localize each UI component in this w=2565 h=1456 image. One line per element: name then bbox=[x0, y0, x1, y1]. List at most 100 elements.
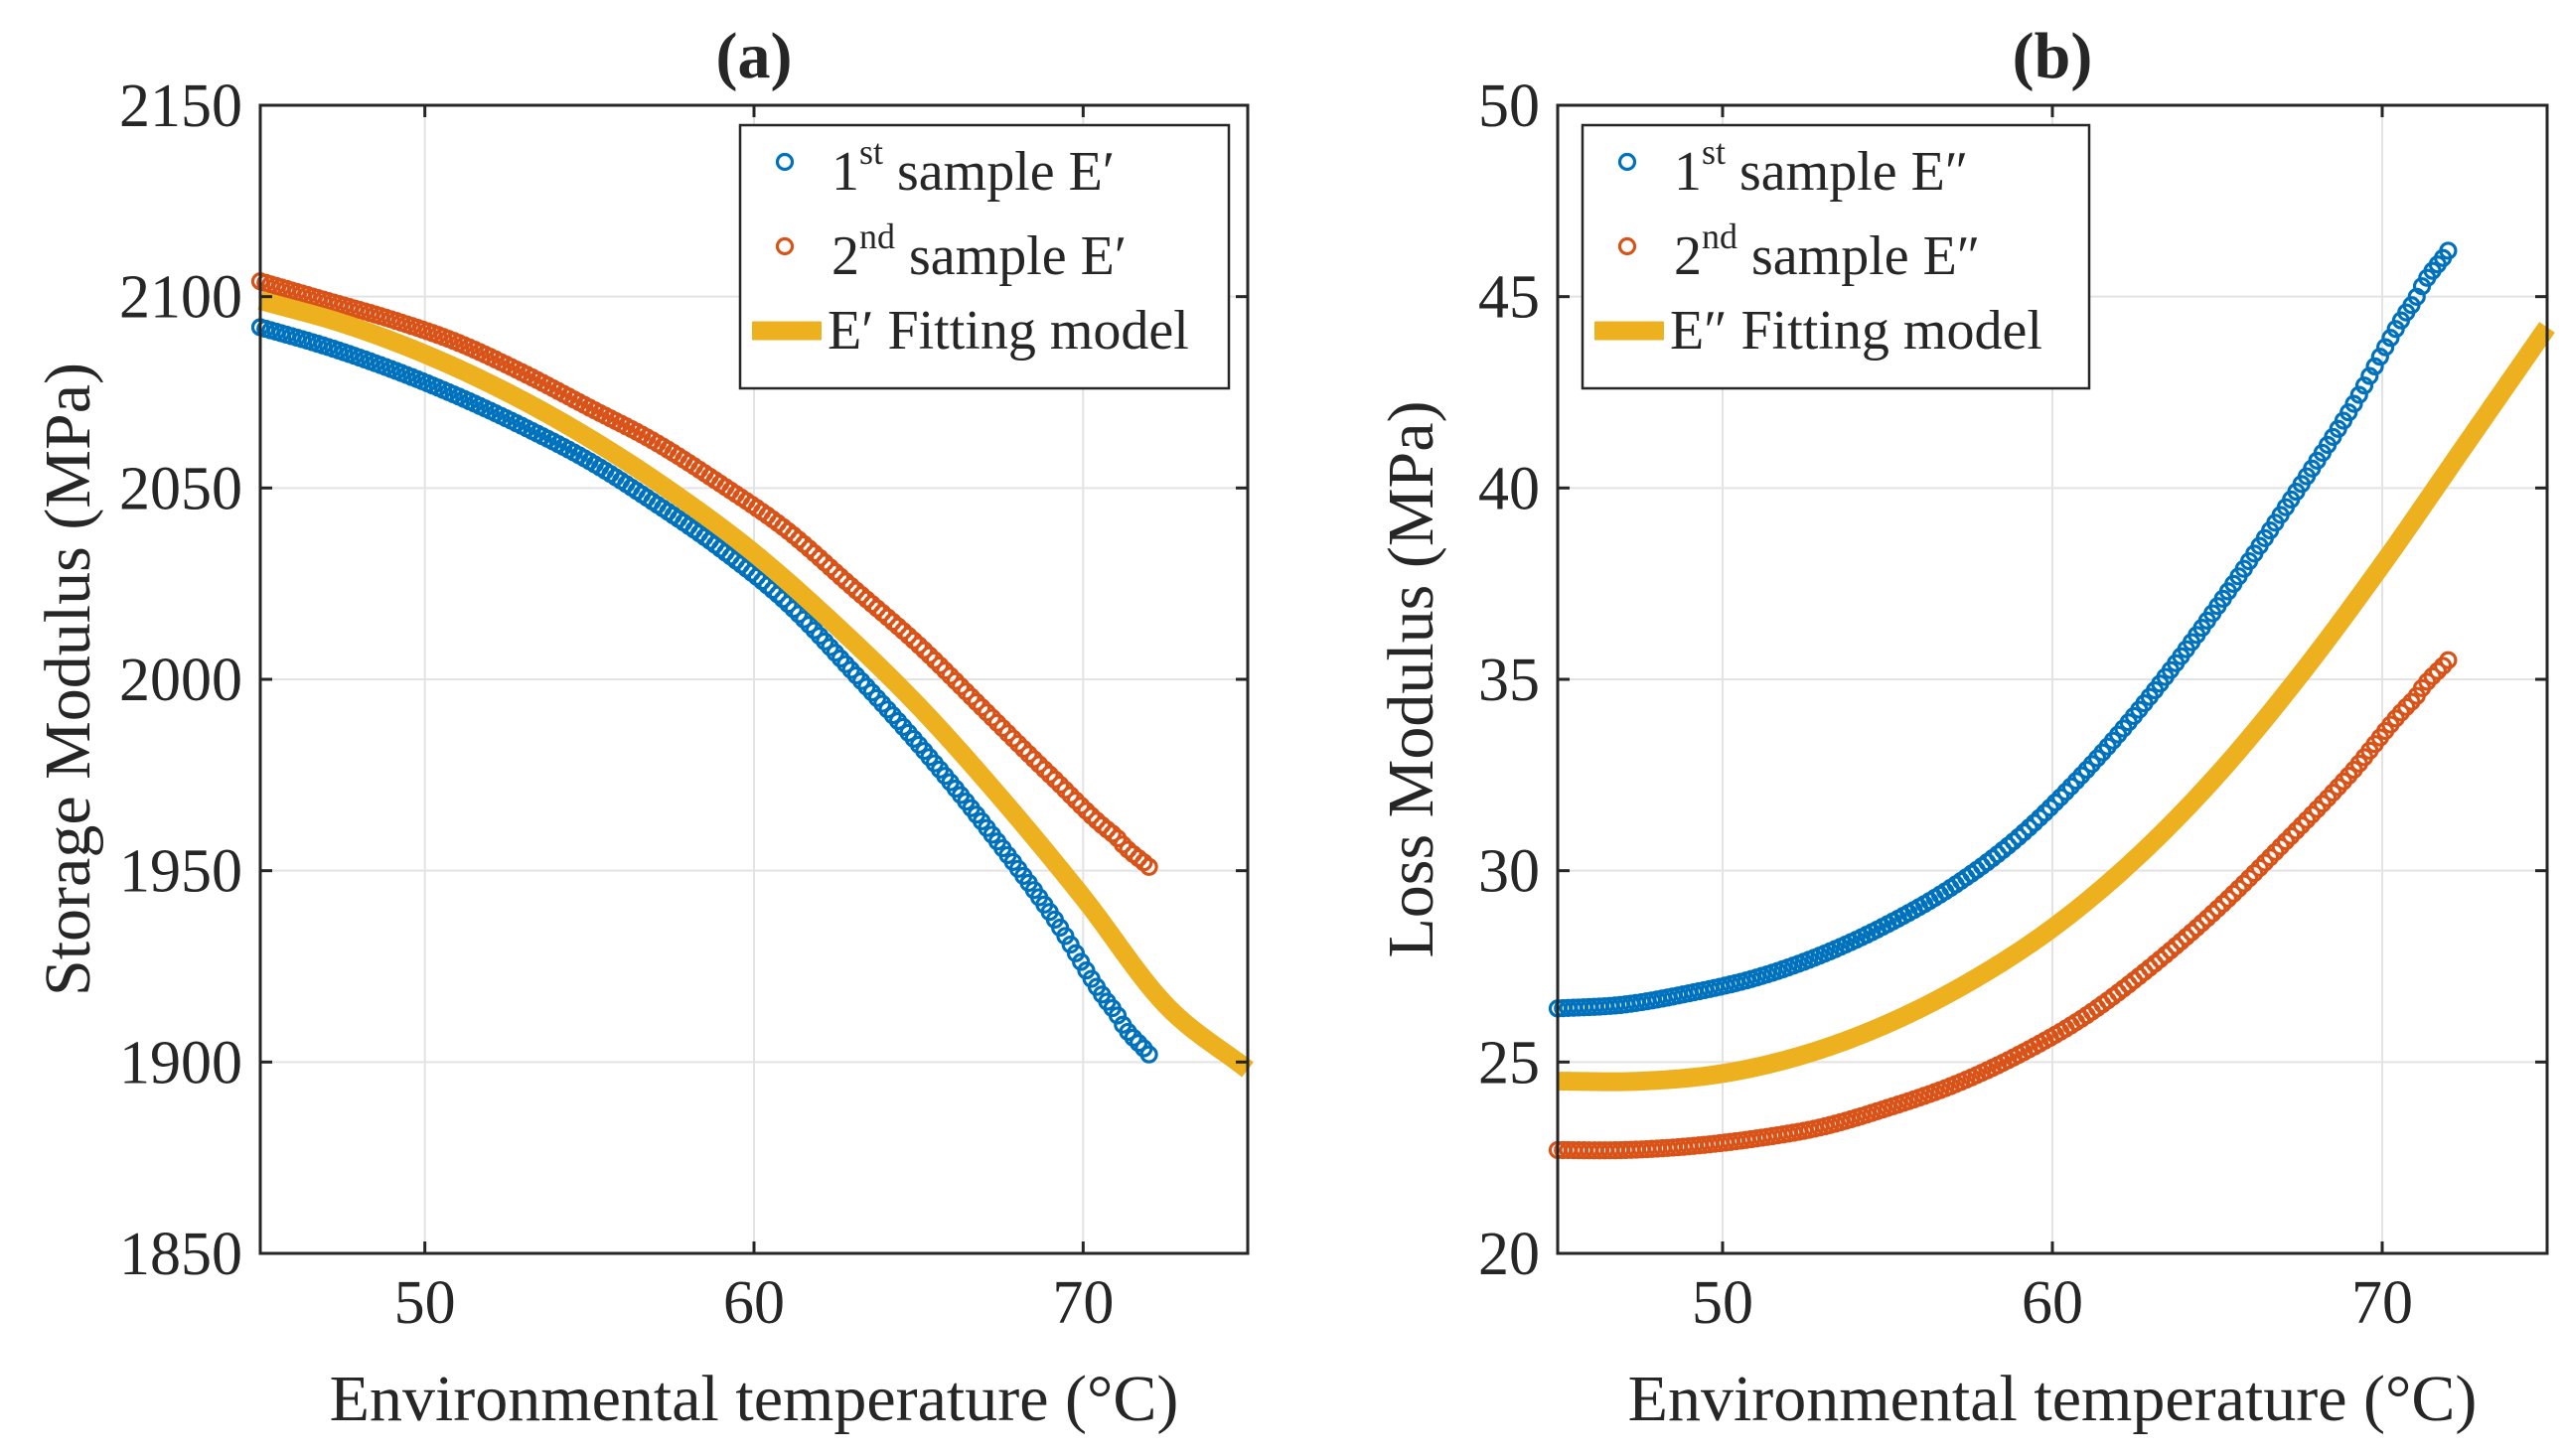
panel-a-series-2-point bbox=[1035, 760, 1054, 779]
panel-a-title: (a) bbox=[716, 20, 793, 92]
panel-a-legend-box bbox=[738, 123, 1231, 390]
panel-b-series-2-point bbox=[2245, 863, 2264, 883]
panel-a-ytick-label: 1850 bbox=[119, 1221, 242, 1288]
panel-b-xtick-label: 60 bbox=[2022, 1269, 2083, 1337]
panel-b-series-1-point bbox=[2036, 803, 2054, 822]
panel-a-series-1-point bbox=[795, 610, 814, 629]
panel-a-ytick-label: 2150 bbox=[119, 73, 242, 140]
panel-a-series-2-point bbox=[952, 676, 971, 696]
panel-b-series-2-point bbox=[2229, 879, 2248, 898]
panel-a-series bbox=[250, 272, 1254, 1078]
panel-a-series-2-point bbox=[904, 631, 923, 650]
panel-a-series-2-point bbox=[1045, 770, 1064, 789]
panel-b-legend: 1st sample E″ 2nd sample E″ E″ Fitting mod… bbox=[1581, 123, 2091, 390]
panel-a-series-2-point bbox=[1024, 750, 1043, 769]
panel-b-series-1-point bbox=[2354, 376, 2374, 395]
panel-b-series-1-point bbox=[2040, 799, 2059, 817]
panel-b-series-1-markers bbox=[1548, 241, 2458, 1018]
panel-b-series-2-point bbox=[2297, 810, 2317, 829]
panel-b-series-2-point bbox=[2255, 853, 2274, 872]
panel-a-series-2-point bbox=[1077, 801, 1096, 820]
panel-a-series-2-point bbox=[962, 687, 981, 706]
panel-a-series-2-point bbox=[1014, 739, 1033, 759]
panel-a-ticks: 50 60 70 1850 1900 1950 2000 2050 2100 2150 bbox=[119, 73, 1248, 1337]
panel-b-loss-modulus: 50 60 70 20 25 30 35 40 45 50 (b) Environmental tem… bbox=[1375, 20, 2555, 1435]
panel-b-series-1-point bbox=[2020, 818, 2038, 837]
panel-a-xtick-label: 60 bbox=[723, 1269, 785, 1337]
panel-b-xtick-label: 70 bbox=[2351, 1269, 2413, 1337]
panel-a-series-2-point bbox=[1056, 781, 1075, 800]
panel-a-legend-swatch-marker bbox=[775, 236, 795, 256]
panel-a-series-2-point bbox=[967, 692, 986, 711]
panel-b-series-2-point bbox=[2303, 805, 2322, 824]
panel-b-title: (b) bbox=[2013, 20, 2093, 92]
panel-b-series-2-point bbox=[2292, 815, 2311, 835]
panel-a-series-2-point bbox=[931, 655, 950, 675]
panel-a-series-2-point bbox=[915, 641, 934, 659]
panel-a-series-1-point bbox=[789, 605, 809, 624]
panel-b-series-2-point bbox=[2218, 889, 2238, 909]
panel-b-series-1-point bbox=[2051, 788, 2070, 806]
panel-a-legend-label-1: 1st sample E′ bbox=[831, 132, 1115, 203]
panel-a-series-2-point bbox=[946, 671, 965, 690]
panel-b-series-1-point bbox=[2365, 357, 2384, 375]
panel-b-xtick-label: 50 bbox=[1692, 1269, 1753, 1337]
panel-b-series-1-point bbox=[2025, 813, 2043, 832]
panel-b-series-2-point bbox=[2271, 837, 2290, 856]
panel-b-series-2-point bbox=[2261, 848, 2280, 867]
panel-b-series-2-point bbox=[2423, 666, 2442, 685]
panel-b-series-2-point bbox=[2397, 697, 2416, 716]
panel-b-ytick-label: 40 bbox=[1478, 455, 1540, 522]
panel-a-series-2-point bbox=[1003, 729, 1022, 748]
panel-a-series-1-point bbox=[1124, 1028, 1142, 1047]
panel-b-ytick-label: 35 bbox=[1478, 647, 1540, 714]
panel-b-legend-swatch-marker bbox=[1617, 152, 1637, 172]
panel-b-series-2-point bbox=[2197, 909, 2216, 928]
panel-a-series-1-point bbox=[1129, 1034, 1148, 1053]
panel-b-series-1-point bbox=[2376, 338, 2395, 357]
panel-b-ytick-label: 50 bbox=[1478, 73, 1540, 140]
panel-b-series-2-point bbox=[2224, 884, 2243, 903]
panel-a-series-2-point bbox=[1139, 857, 1158, 876]
panel-a-xlabel: Environmental temperature (°C) bbox=[330, 1363, 1179, 1435]
panel-b-series-1-point bbox=[2056, 783, 2075, 801]
panel-b-series-2-point bbox=[2239, 869, 2259, 888]
panel-a-ytick-label: 2050 bbox=[119, 455, 242, 522]
panel-a-series-2-point bbox=[987, 713, 1007, 732]
panel-b-series-3-line bbox=[1553, 322, 2555, 1092]
panel-b-series bbox=[1548, 241, 2555, 1160]
panel-a-storage-modulus: 50 60 70 1850 1900 1950 2000 2050 2100 2150 (a) Env… bbox=[32, 20, 1254, 1435]
panel-a-series-1-point bbox=[1139, 1045, 1158, 1064]
panel-a-series-2-point bbox=[909, 636, 929, 655]
panel-a-ylabel: Storage Modulus (MPa) bbox=[32, 363, 104, 996]
panel-a-legend-label-2: 2nd sample E′ bbox=[831, 217, 1127, 287]
panel-a-series-3-line bbox=[255, 291, 1254, 1078]
panel-a-series-1-point bbox=[774, 590, 793, 609]
panel-b-series-2-markers bbox=[1548, 651, 2458, 1160]
panel-a-ytick-label: 1900 bbox=[119, 1029, 242, 1096]
panel-a-series-1-markers bbox=[250, 318, 1158, 1064]
panel-b-series-2-point bbox=[2439, 651, 2458, 669]
panel-a-legend-item-1: 1st sample E′ bbox=[775, 132, 1115, 203]
panel-a-xtick-label: 50 bbox=[394, 1269, 456, 1337]
panel-b-series-2-point bbox=[2276, 832, 2296, 851]
panel-a-series-1-point bbox=[1108, 1006, 1128, 1025]
panel-b-series-2-point bbox=[2208, 899, 2227, 918]
panel-a-legend-item-2: 2nd sample E′ bbox=[775, 217, 1127, 287]
panel-b-series-1-point bbox=[2370, 348, 2389, 366]
panel-b-series-1-point bbox=[2031, 808, 2049, 827]
panel-a-xtick-label: 70 bbox=[1052, 1269, 1114, 1337]
panel-b-series-2-point bbox=[2203, 904, 2222, 923]
panel-b-legend-item-2: 2nd sample E″ bbox=[1617, 217, 1980, 287]
panel-b-ylabel: Loss Modulus (MPa) bbox=[1375, 400, 1447, 957]
panel-a-legend: 1st sample E′ 2nd sample E′ E′ Fitting mod… bbox=[738, 123, 1231, 390]
panel-a-series-2-point bbox=[1061, 786, 1080, 804]
panel-a-series-2-point bbox=[920, 646, 939, 664]
panel-b-legend-label-2: 2nd sample E″ bbox=[1674, 217, 1980, 287]
panel-b-ytick-label: 25 bbox=[1478, 1029, 1540, 1096]
panel-a-series-2-point bbox=[998, 724, 1017, 743]
panel-b-series-1-point bbox=[2439, 241, 2458, 260]
panel-a-series-2-point bbox=[1114, 835, 1132, 854]
panel-a-series-2-point bbox=[1082, 806, 1101, 825]
